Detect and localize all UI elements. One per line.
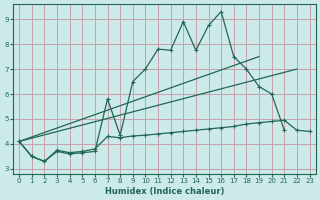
X-axis label: Humidex (Indice chaleur): Humidex (Indice chaleur) xyxy=(105,187,224,196)
